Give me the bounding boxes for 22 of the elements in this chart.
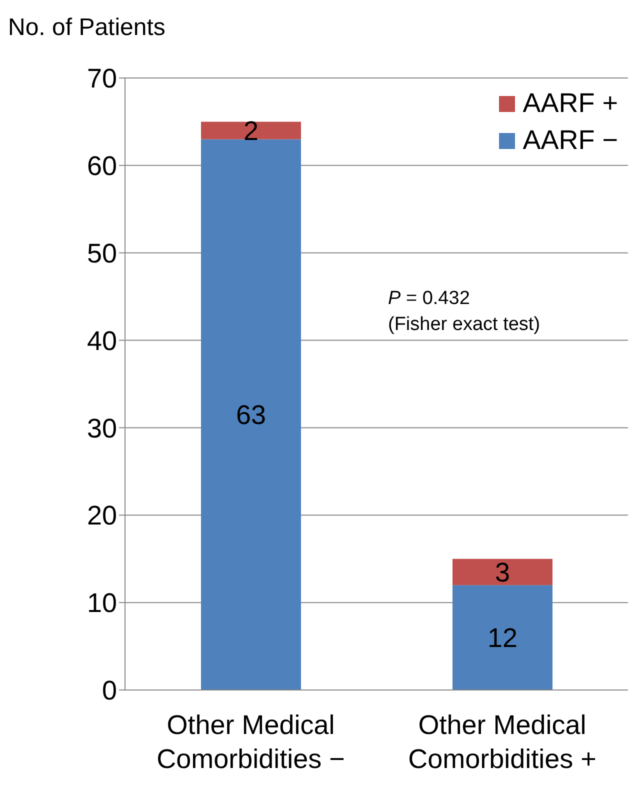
x-tick-label: Other Medical Comorbidities + — [408, 710, 596, 774]
y-tick-label: 70 — [86, 64, 117, 94]
y-tick-label: 60 — [86, 151, 117, 182]
x-tick-label: Other Medical Comorbidities − — [156, 710, 345, 774]
legend-label: AARF + — [522, 88, 618, 119]
y-tick-label: 40 — [86, 326, 117, 356]
bar — [452, 585, 552, 690]
y-axis-title: No. of Patients — [8, 14, 166, 42]
annotation: P = 0.432 (Fisher exact test) — [388, 287, 540, 337]
data-label: 3 — [494, 558, 510, 588]
legend-label: AARF − — [522, 125, 618, 156]
bar — [201, 122, 301, 140]
data-label: 2 — [243, 116, 259, 146]
y-tick-label: 50 — [86, 238, 117, 268]
y-tick-label: 20 — [86, 500, 117, 531]
y-tick-label: 10 — [86, 588, 117, 618]
bar — [201, 139, 301, 690]
y-tick-label: 0 — [102, 676, 117, 706]
bar — [452, 558, 552, 586]
y-tick-label: 30 — [86, 413, 117, 444]
data-label: 12 — [487, 623, 518, 654]
data-label: 63 — [236, 400, 266, 430]
